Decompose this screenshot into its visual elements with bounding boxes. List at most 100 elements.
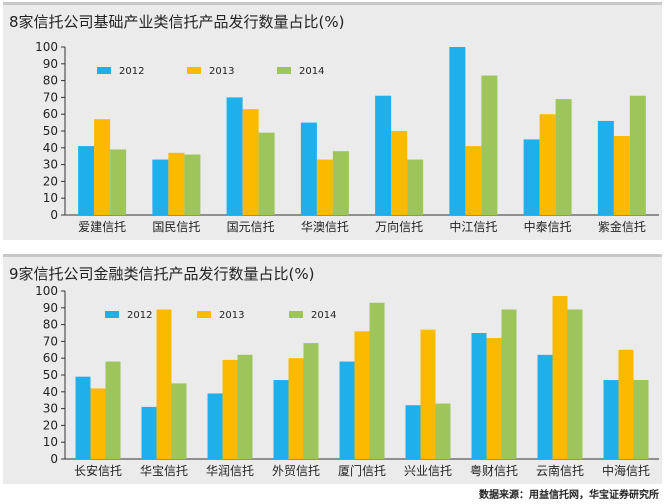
bar-2013-8 [613,136,630,215]
bar-2013-3 [222,359,238,459]
bar-2013-7 [539,114,556,215]
x-tick-label: 爱建信托 [78,220,126,234]
chart-infrastructure: 0 10 20 30 40 50 60 70 80 90 100 爱建信托 国民信托 国元信托 华澳信托 万向… [35,40,659,234]
chart-panel-financial: 9家信托公司金融类信托产品发行数量占比(%) 0 10 20 30 40 50 60 70 80… [3,254,662,484]
bar-2013-9 [618,349,634,459]
legend-swatch-2012 [97,67,111,74]
y-tick-label: 90 [43,301,58,315]
x-tick-label: 粤财信托 [470,463,518,478]
x-tick-label: 国民信托 [152,220,200,234]
bar-2014-7 [555,99,572,215]
bar-2014-5 [407,159,424,215]
legend-label-2014: 2014 [311,310,336,321]
x-tick-label: 中海信托 [602,463,650,478]
legend-label-2013: 2013 [219,310,244,321]
y-tick-label: 40 [43,385,58,399]
source-note: 数据来源：用益信托网，华宝证券研究所 [479,490,659,501]
bar-2014-1 [110,149,127,215]
bar-2014-2 [171,383,187,459]
bar-2012-3 [207,393,223,459]
legend-swatch-2012 [105,311,119,318]
legend-swatch-2014 [277,67,291,74]
bar-2013-5 [354,331,370,459]
y-tick-label: 10 [43,435,58,449]
bar-2012-2 [141,406,157,459]
bar-2013-6 [465,146,482,215]
y-tick-label: 30 [43,158,58,172]
bar-2014-5 [369,302,385,459]
y-tick-label: 70 [43,334,58,348]
bar-2013-7 [486,338,502,459]
bar-2013-4 [316,159,333,215]
x-tick-label: 国元信托 [227,220,275,234]
y-tick-label: 50 [43,368,58,382]
y-tick-label: 90 [43,57,58,71]
bar-2012-5 [375,95,392,215]
bar-2012-7 [471,333,487,459]
bar-2014-7 [501,309,517,459]
y-tick-label: 70 [43,90,58,104]
x-tick-label: 华澳信托 [301,220,349,234]
bar-2014-4 [303,343,319,459]
y-tick-label: 40 [43,141,58,155]
bar-2014-3 [258,132,275,215]
bar-2014-8 [629,95,646,215]
y-tick-label: 0 [50,452,58,466]
bar-2013-1 [90,388,106,459]
bar-2013-2 [156,309,172,459]
bar-2014-2 [184,154,201,215]
y-tick-label: 60 [43,351,58,365]
x-tick-label: 华宝信托 [140,464,188,478]
chart-panel-infrastructure: 8家信托公司基础产业类信托产品发行数量占比(%) 0 10 20 30 40 50 60 70… [3,2,662,240]
x-tick-label: 厦门信托 [338,463,386,478]
x-tick-label: 外贸信托 [272,464,320,478]
legend-label-2012: 2012 [119,66,144,77]
bar-2012-4 [273,380,289,459]
x-tick-label: 中泰信托 [524,219,572,234]
y-tick-label: 30 [43,402,58,416]
bar-2014-9 [633,380,649,459]
bar-2012-8 [597,120,614,215]
y-tick-label: 10 [43,191,58,205]
y-tick-label: 100 [35,40,58,54]
legend-label-2013: 2013 [209,66,234,77]
x-tick-label: 万向信托 [375,219,423,234]
bar-2013-5 [391,131,408,215]
legend-swatch-2014 [289,311,303,318]
y-tick-label: 60 [43,107,58,121]
chart-title: 9家信托公司金融类信托产品发行数量占比(%) [9,265,315,283]
y-tick-label: 20 [43,418,58,432]
x-tick-label: 紫金信托 [598,219,646,234]
bar-2012-1 [75,376,91,459]
y-tick-label: 80 [43,318,58,332]
x-tick-label: 云南信托 [536,463,584,478]
legend-label-2014: 2014 [299,66,324,77]
x-tick-label: 长安信托 [74,463,122,478]
bar-2014-1 [105,361,121,459]
bar-2012-2 [152,159,169,215]
bar-2012-6 [405,405,421,459]
legend-swatch-2013 [197,311,211,318]
legend-label-2012: 2012 [127,310,152,321]
bar-2014-3 [237,354,253,459]
x-tick-label: 华润信托 [206,464,254,478]
x-tick-label: 中江信托 [449,219,497,234]
y-tick-label: 20 [43,174,58,188]
y-tick-label: 0 [50,208,58,222]
bar-2012-6 [449,47,466,215]
bar-2012-7 [523,139,540,215]
bar-2013-8 [552,296,568,459]
y-tick-label: 50 [43,124,58,138]
bar-2012-5 [339,361,355,459]
bar-2013-4 [288,358,304,459]
bar-2012-9 [603,380,619,459]
bar-2014-8 [567,309,583,459]
legend-swatch-2013 [187,67,201,74]
bar-2014-6 [481,75,498,215]
bar-2012-1 [78,146,95,215]
bar-2012-4 [300,122,317,215]
bar-2013-2 [168,152,185,215]
bar-2013-3 [242,109,259,215]
y-tick-label: 100 [35,284,58,298]
bar-2014-6 [435,403,451,459]
